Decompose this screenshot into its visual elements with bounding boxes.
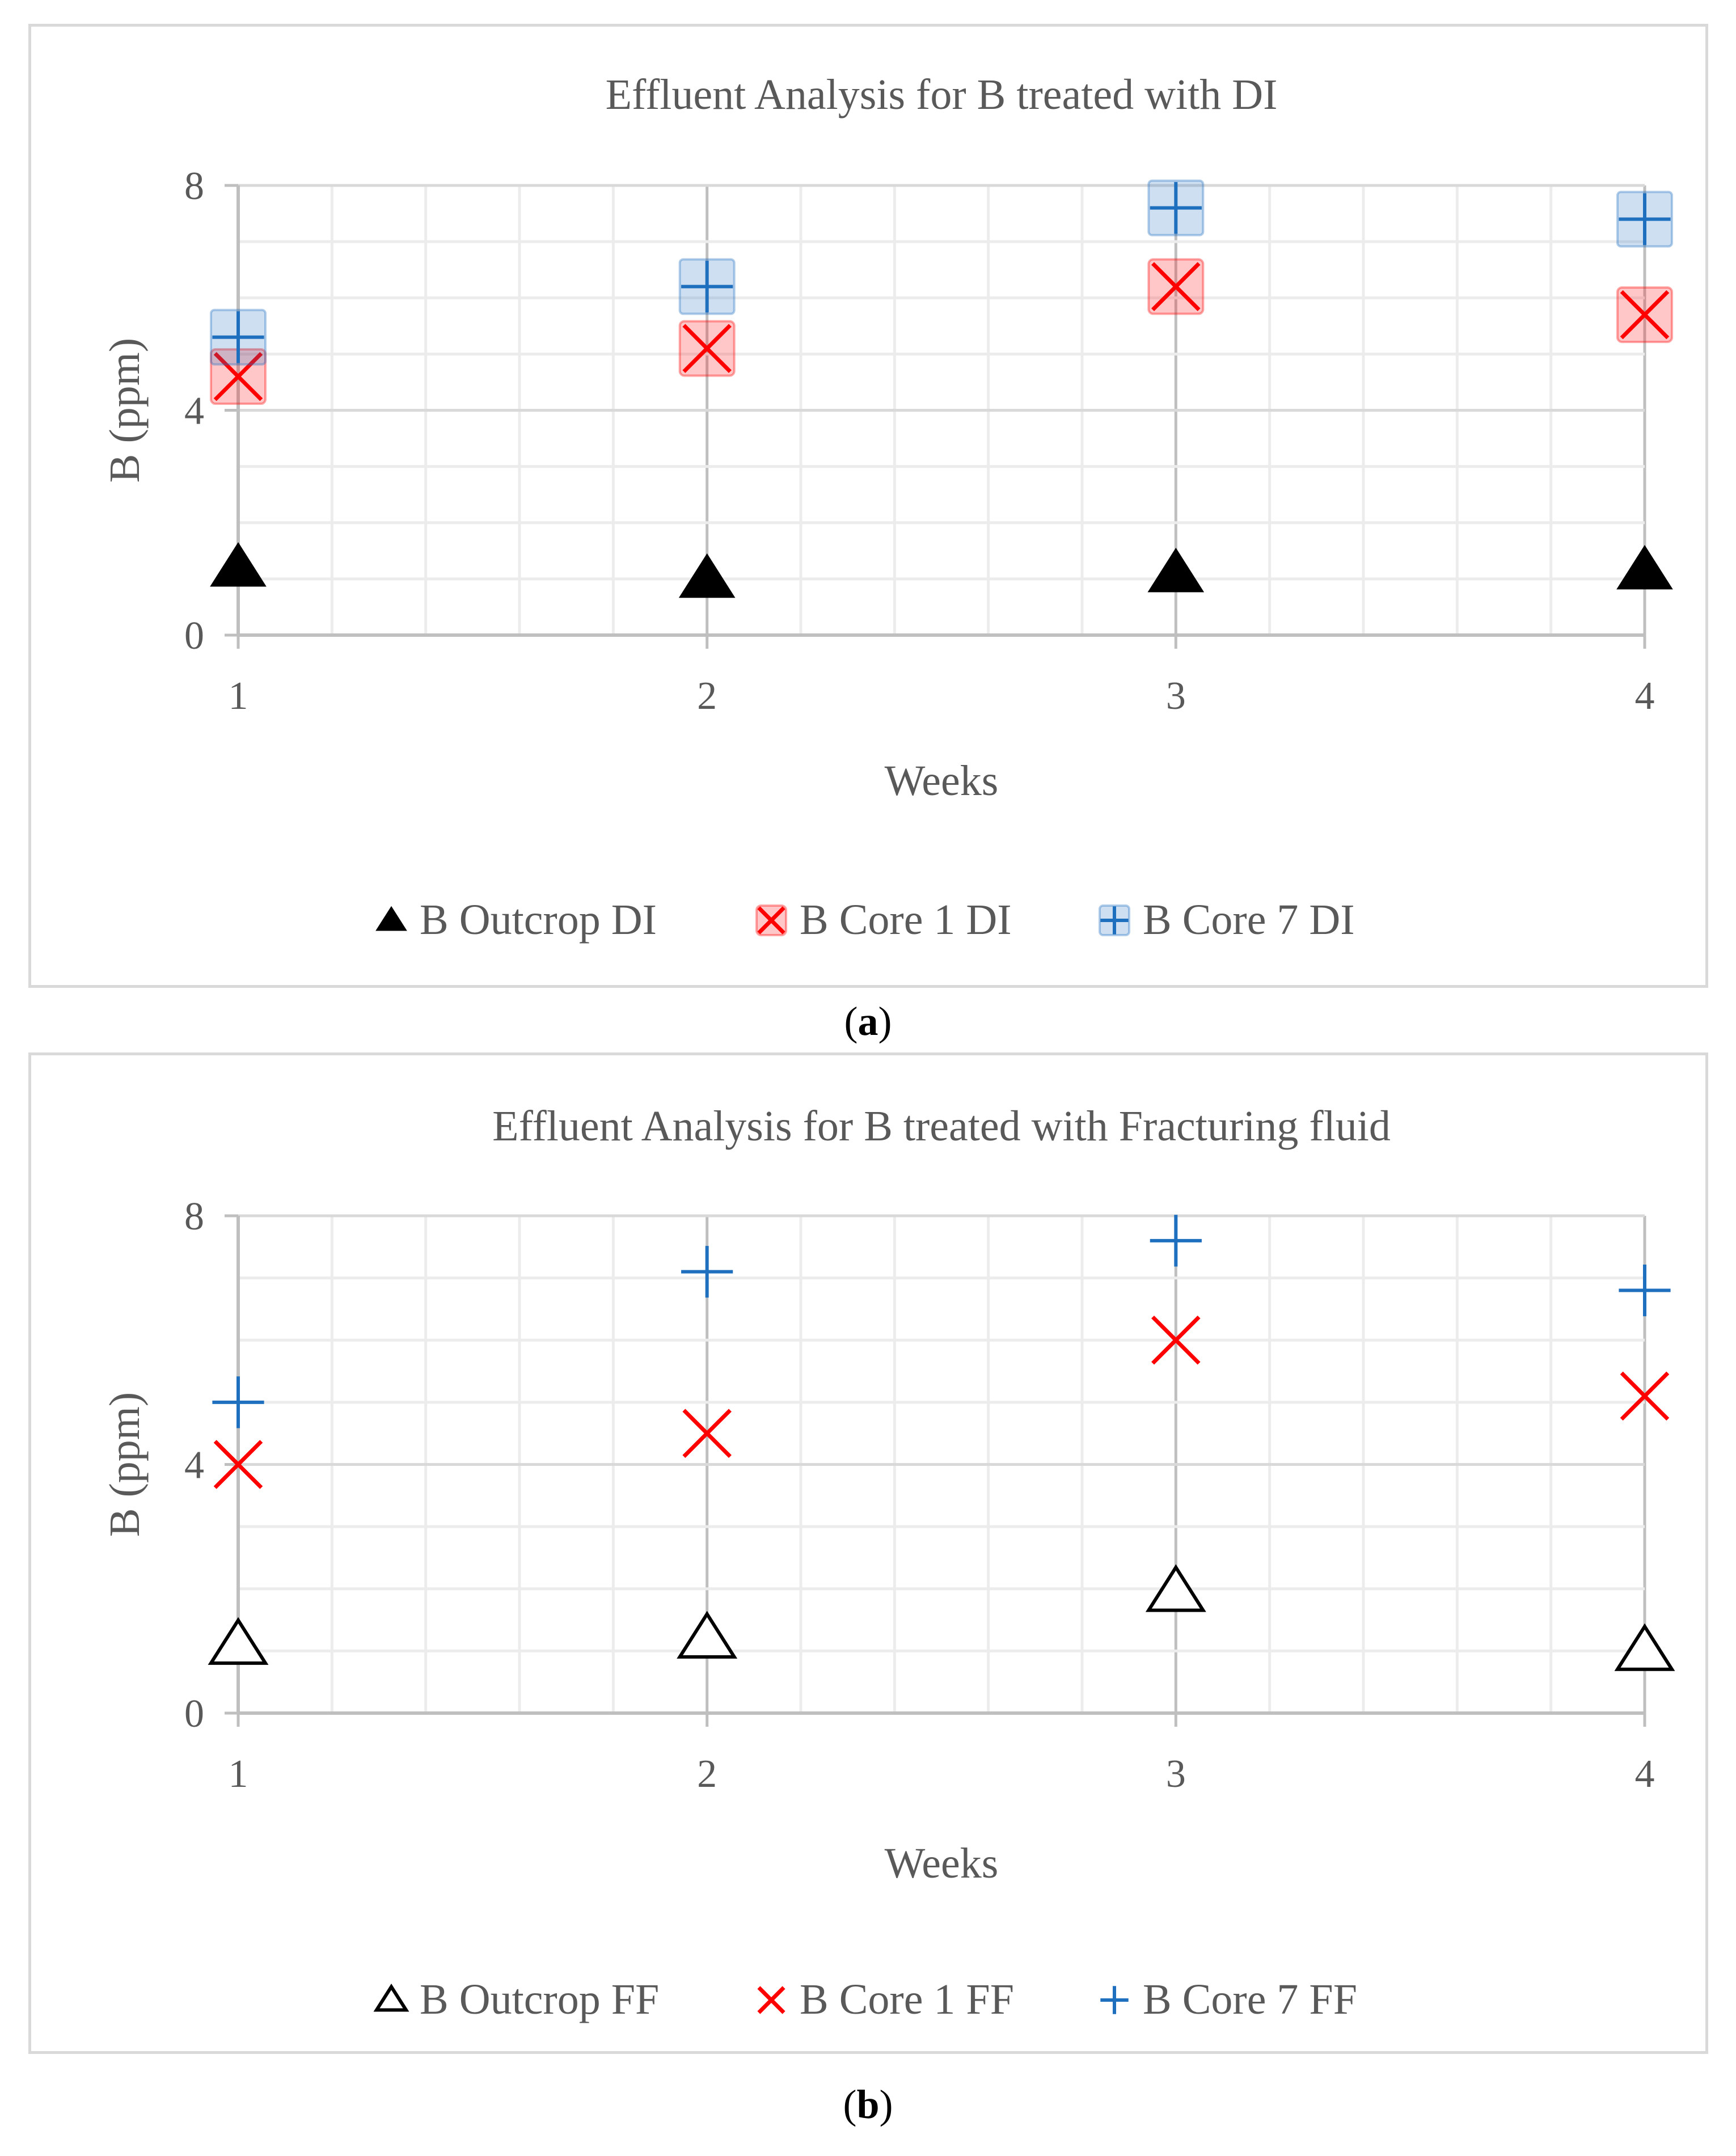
chart-a-grid bbox=[236, 184, 1646, 637]
chart-b-legend-marker bbox=[757, 1986, 785, 2014]
chart-svg-b: Effluent Analysis for B treated with Fra… bbox=[101, 1102, 1675, 2023]
chart-a-y-axis-label: B (ppm) bbox=[101, 338, 149, 483]
chart-b-point bbox=[213, 1440, 263, 1489]
chart-b-x-tick-label: 3 bbox=[1166, 1752, 1186, 1796]
chart-b-y-tick-label: 4 bbox=[184, 1444, 204, 1487]
chart-b-x-tick-label: 1 bbox=[229, 1752, 248, 1796]
chart-a-legend-label: B Core 1 DI bbox=[800, 896, 1012, 944]
chart-b-point bbox=[212, 1376, 264, 1428]
chart-a-point bbox=[678, 320, 736, 377]
chart-a-legend-marker bbox=[755, 904, 787, 936]
caption-b-letter: b bbox=[856, 2082, 880, 2127]
caption-a-close: ) bbox=[878, 999, 892, 1044]
caption-b-close: ) bbox=[879, 2082, 893, 2127]
caption-a: (a) bbox=[0, 998, 1736, 1045]
chart-b-point bbox=[1614, 1623, 1675, 1671]
chart-a-legend: B Outcrop DI B Core 1 DI B Core 7 DI bbox=[375, 896, 1355, 944]
caption-b-open: ( bbox=[843, 2082, 857, 2127]
chart-b-legend-item: B Core 7 FF bbox=[1100, 1976, 1357, 2023]
chart-b-point bbox=[1150, 1215, 1202, 1267]
chart-b-legend-label: B Outcrop FF bbox=[420, 1976, 659, 2023]
chart-b-x-axis-label: Weeks bbox=[885, 1840, 999, 1887]
chart-b-y-tick-label: 0 bbox=[184, 1692, 204, 1736]
chart-b-legend-marker bbox=[373, 1984, 409, 2012]
chart-a-title: Effluent Analysis for B treated with DI bbox=[606, 71, 1278, 119]
chart-a-y-tick-label: 4 bbox=[184, 390, 204, 433]
chart-panel-a: Effluent Analysis for B treated with DI 0… bbox=[28, 24, 1708, 988]
chart-a-series-2 bbox=[210, 258, 1673, 405]
chart-a-point bbox=[678, 258, 736, 315]
chart-b-x-tick-label: 4 bbox=[1635, 1752, 1655, 1796]
chart-a-x-tick-label: 4 bbox=[1635, 674, 1655, 718]
chart-b-x-tick-label: 2 bbox=[697, 1752, 717, 1796]
caption-a-letter: a bbox=[858, 999, 878, 1044]
chart-b-point bbox=[208, 1617, 269, 1665]
caption-a-open: ( bbox=[844, 999, 858, 1044]
chart-a-x-tick-label: 3 bbox=[1166, 674, 1186, 718]
chart-a-point bbox=[1616, 286, 1673, 343]
chart-b-series-1 bbox=[208, 1564, 1675, 1671]
chart-panel-b: Effluent Analysis for B treated with Fra… bbox=[28, 1052, 1708, 2054]
chart-b-series-2 bbox=[213, 1315, 1670, 1489]
chart-b-point bbox=[677, 1610, 738, 1659]
chart-a-x-tick-label: 1 bbox=[229, 674, 248, 718]
chart-b-point bbox=[1619, 1264, 1671, 1317]
chart-a-legend-marker bbox=[375, 906, 407, 931]
chart-b-point bbox=[1151, 1315, 1201, 1365]
chart-a-y-tick-label: 0 bbox=[184, 614, 204, 658]
chart-a-series-1 bbox=[210, 542, 1673, 598]
chart-a-series-3 bbox=[210, 179, 1673, 366]
chart-a-legend-item: B Core 1 DI bbox=[755, 896, 1012, 944]
chart-a-legend-item: B Core 7 DI bbox=[1099, 896, 1355, 944]
chart-a-point bbox=[1147, 547, 1205, 593]
chart-b-legend-label: B Core 1 FF bbox=[800, 1976, 1014, 2023]
chart-a-point bbox=[1147, 179, 1205, 236]
chart-b-legend-marker bbox=[1100, 1986, 1129, 2014]
chart-a-point bbox=[210, 542, 267, 587]
chart-a-x-axis-label: Weeks bbox=[885, 757, 999, 805]
chart-b-legend-label: B Core 7 FF bbox=[1143, 1976, 1357, 2023]
chart-b-point bbox=[1145, 1564, 1206, 1612]
caption-b: (b) bbox=[0, 2081, 1736, 2128]
chart-a-y-tick-label: 8 bbox=[184, 164, 204, 208]
chart-b-legend: B Outcrop FF B Core 1 FF B Core 7 FF bbox=[373, 1976, 1357, 2023]
chart-b-series-3 bbox=[212, 1215, 1671, 1428]
chart-b-title: Effluent Analysis for B treated with Fra… bbox=[492, 1102, 1391, 1150]
chart-b-y-axis-label: B (ppm) bbox=[101, 1392, 149, 1537]
chart-a-point bbox=[678, 553, 736, 598]
chart-a-legend-item: B Outcrop DI bbox=[375, 896, 657, 944]
chart-b-point bbox=[682, 1409, 732, 1458]
chart-a-point bbox=[1616, 544, 1673, 590]
chart-b-point bbox=[681, 1246, 733, 1298]
chart-a-legend-label: B Outcrop DI bbox=[420, 896, 657, 944]
chart-b-legend-item: B Outcrop FF bbox=[373, 1976, 659, 2023]
chart-a-point bbox=[1147, 258, 1205, 315]
chart-b-y-tick-label: 8 bbox=[184, 1195, 204, 1238]
chart-a-legend-marker bbox=[1099, 904, 1130, 936]
chart-b-point bbox=[1620, 1371, 1670, 1421]
chart-a-point bbox=[1616, 191, 1673, 248]
chart-svg-a: Effluent Analysis for B treated with DI 0… bbox=[101, 71, 1673, 944]
chart-a-legend-label: B Core 7 DI bbox=[1143, 896, 1355, 944]
chart-a-point bbox=[210, 308, 267, 366]
chart-b-legend-item: B Core 1 FF bbox=[757, 1976, 1014, 2023]
chart-a-x-tick-label: 2 bbox=[697, 674, 717, 718]
chart-b-grid bbox=[236, 1214, 1646, 1715]
